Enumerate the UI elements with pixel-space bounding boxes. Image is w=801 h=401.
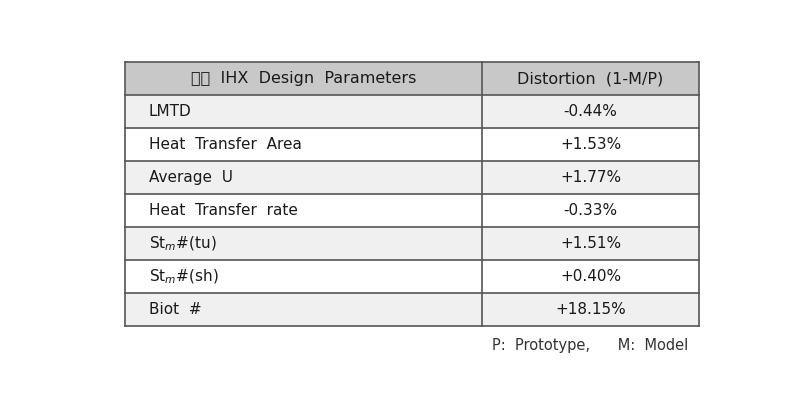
Bar: [125, 95, 699, 128]
Bar: [125, 227, 699, 260]
Text: +18.15%: +18.15%: [555, 302, 626, 317]
Text: St$_m$#(tu): St$_m$#(tu): [148, 234, 216, 253]
Text: +0.40%: +0.40%: [560, 269, 621, 284]
Text: 모의  IHX  Design  Parameters: 모의 IHX Design Parameters: [191, 71, 416, 86]
Bar: [125, 161, 699, 194]
Text: Average  U: Average U: [148, 170, 232, 185]
Text: P:  Prototype,      M:  Model: P: Prototype, M: Model: [493, 338, 689, 353]
Text: -0.33%: -0.33%: [563, 203, 618, 218]
Text: +1.77%: +1.77%: [560, 170, 621, 185]
Text: +1.53%: +1.53%: [560, 137, 621, 152]
Bar: [125, 128, 699, 161]
Bar: [125, 194, 699, 227]
Text: St$_m$#(sh): St$_m$#(sh): [148, 267, 218, 286]
Text: -0.44%: -0.44%: [564, 104, 618, 119]
Text: Heat  Transfer  Area: Heat Transfer Area: [148, 137, 301, 152]
Text: LMTD: LMTD: [148, 104, 191, 119]
Text: Distortion  (1-M/P): Distortion (1-M/P): [517, 71, 664, 86]
Text: +1.51%: +1.51%: [560, 236, 621, 251]
Bar: [125, 293, 699, 326]
FancyBboxPatch shape: [125, 62, 699, 95]
Bar: [125, 260, 699, 293]
Text: Heat  Transfer  rate: Heat Transfer rate: [148, 203, 297, 218]
Text: Biot  #: Biot #: [148, 302, 201, 317]
